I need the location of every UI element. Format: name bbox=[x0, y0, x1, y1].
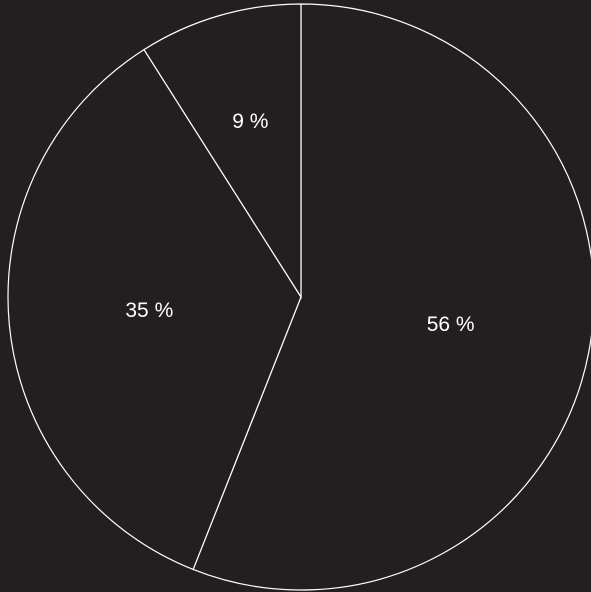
pie-slice-label: 56 % bbox=[427, 313, 475, 336]
pie-slice bbox=[7, 48, 302, 571]
pie-slice-label: 35 % bbox=[125, 299, 173, 322]
pie-slice-label: 9 % bbox=[232, 110, 268, 133]
pie-slices bbox=[7, 3, 591, 591]
pie-labels: 56 % 35 % 9 % bbox=[125, 110, 474, 336]
pie-slice bbox=[192, 3, 591, 591]
pie-slice bbox=[143, 3, 302, 300]
